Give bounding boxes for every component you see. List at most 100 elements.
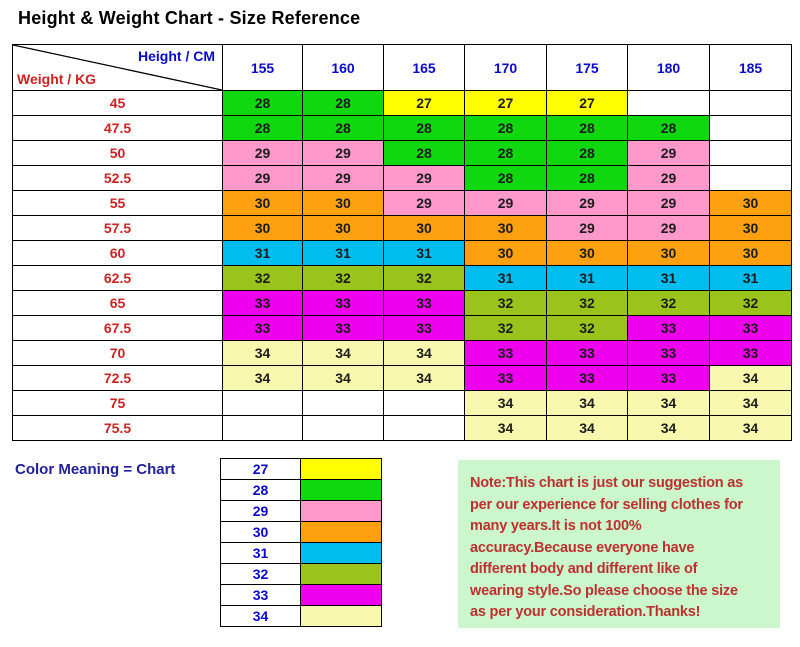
size-cell: 32 bbox=[223, 266, 303, 291]
size-cell: 32 bbox=[710, 291, 792, 316]
weight-label-65: 65 bbox=[13, 291, 223, 316]
size-cell: 33 bbox=[628, 341, 710, 366]
size-cell: 29 bbox=[628, 166, 710, 191]
size-cell: 27 bbox=[465, 91, 547, 116]
size-cell: 33 bbox=[303, 316, 384, 341]
note-line: wearing style.So please choose the size bbox=[470, 582, 738, 599]
size-cell: 28 bbox=[465, 141, 547, 166]
size-cell: 28 bbox=[547, 166, 628, 191]
size-cell: 34 bbox=[303, 341, 384, 366]
size-cell: 30 bbox=[303, 191, 384, 216]
size-cell: 34 bbox=[465, 416, 547, 441]
size-cell: 34 bbox=[628, 391, 710, 416]
height-header-175: 175 bbox=[547, 45, 628, 91]
size-cell-empty bbox=[628, 91, 710, 116]
legend-size-label-30: 30 bbox=[221, 522, 301, 543]
size-cell: 33 bbox=[628, 366, 710, 391]
legend-table: 27 28 29 30 31 32 33 34 bbox=[220, 458, 382, 627]
size-cell: 34 bbox=[547, 391, 628, 416]
weight-label-52.5: 52.5 bbox=[13, 166, 223, 191]
size-cell: 27 bbox=[384, 91, 465, 116]
weight-label-72.5: 72.5 bbox=[13, 366, 223, 391]
note-line: accuracy.Because everyone have bbox=[470, 539, 695, 556]
legend-size-label-28: 28 bbox=[221, 480, 301, 501]
size-cell: 29 bbox=[303, 141, 384, 166]
height-header-170: 170 bbox=[465, 45, 547, 91]
size-cell: 33 bbox=[547, 341, 628, 366]
size-cell: 33 bbox=[547, 366, 628, 391]
size-cell: 29 bbox=[547, 191, 628, 216]
weight-label-67.5: 67.5 bbox=[13, 316, 223, 341]
legend-color-swatch-cyan bbox=[301, 543, 382, 564]
size-cell: 30 bbox=[303, 216, 384, 241]
size-cell: 34 bbox=[384, 366, 465, 391]
size-cell: 28 bbox=[465, 166, 547, 191]
size-cell: 33 bbox=[223, 291, 303, 316]
height-cm-header: Height / CM bbox=[138, 48, 215, 64]
note-line: Note:This chart is just our suggestion a… bbox=[470, 475, 743, 491]
size-cell: 34 bbox=[547, 416, 628, 441]
height-header-180: 180 bbox=[628, 45, 710, 91]
height-header-160: 160 bbox=[303, 45, 384, 91]
weight-label-47.5: 47.5 bbox=[13, 116, 223, 141]
size-cell: 32 bbox=[547, 291, 628, 316]
size-cell: 32 bbox=[384, 266, 465, 291]
size-cell-empty bbox=[384, 391, 465, 416]
size-cell-empty bbox=[710, 116, 792, 141]
size-cell: 28 bbox=[303, 91, 384, 116]
size-cell: 31 bbox=[710, 266, 792, 291]
size-cell: 34 bbox=[710, 366, 792, 391]
size-cell: 32 bbox=[303, 266, 384, 291]
legend-color-swatch-green bbox=[301, 480, 382, 501]
size-cell: 29 bbox=[547, 216, 628, 241]
size-cell: 28 bbox=[547, 116, 628, 141]
size-cell: 28 bbox=[223, 116, 303, 141]
size-cell: 34 bbox=[303, 366, 384, 391]
weight-label-60: 60 bbox=[13, 241, 223, 266]
size-cell-empty bbox=[710, 141, 792, 166]
size-cell: 30 bbox=[547, 241, 628, 266]
weight-label-57.5: 57.5 bbox=[13, 216, 223, 241]
page-title: Height & Weight Chart - Size Reference bbox=[18, 8, 361, 28]
size-cell: 29 bbox=[384, 191, 465, 216]
height-header-165: 165 bbox=[384, 45, 465, 91]
size-cell: 33 bbox=[628, 316, 710, 341]
legend-size-label-31: 31 bbox=[221, 543, 301, 564]
size-cell: 30 bbox=[710, 241, 792, 266]
note-box: Note:This chart is just our suggestion a… bbox=[458, 460, 780, 628]
size-cell: 32 bbox=[465, 316, 547, 341]
weight-label-55: 55 bbox=[13, 191, 223, 216]
size-cell: 34 bbox=[710, 391, 792, 416]
size-cell-empty bbox=[303, 391, 384, 416]
size-cell: 33 bbox=[384, 316, 465, 341]
height-header-155: 155 bbox=[223, 45, 303, 91]
size-cell-empty bbox=[303, 416, 384, 441]
size-cell: 30 bbox=[465, 216, 547, 241]
size-cell-empty bbox=[384, 416, 465, 441]
size-cell: 32 bbox=[465, 291, 547, 316]
height-header-185: 185 bbox=[710, 45, 792, 91]
weight-label-50: 50 bbox=[13, 141, 223, 166]
size-cell: 34 bbox=[223, 341, 303, 366]
size-cell-empty bbox=[710, 166, 792, 191]
legend-color-swatch-magenta bbox=[301, 585, 382, 606]
size-cell: 30 bbox=[223, 191, 303, 216]
weight-label-45: 45 bbox=[13, 91, 223, 116]
size-cell: 33 bbox=[303, 291, 384, 316]
size-cell: 29 bbox=[384, 166, 465, 191]
size-cell: 28 bbox=[465, 116, 547, 141]
size-cell: 33 bbox=[710, 341, 792, 366]
weight-label-75.5: 75.5 bbox=[13, 416, 223, 441]
size-cell: 33 bbox=[465, 341, 547, 366]
note-line: per our experience for selling clothes f… bbox=[470, 496, 743, 513]
legend-color-swatch-yellow bbox=[301, 459, 382, 480]
size-cell: 34 bbox=[223, 366, 303, 391]
size-cell: 34 bbox=[628, 416, 710, 441]
size-cell: 30 bbox=[465, 241, 547, 266]
size-cell: 29 bbox=[628, 216, 710, 241]
size-cell: 31 bbox=[223, 241, 303, 266]
size-cell-empty bbox=[223, 391, 303, 416]
size-cell-empty bbox=[710, 91, 792, 116]
size-cell: 31 bbox=[384, 241, 465, 266]
size-cell: 28 bbox=[384, 116, 465, 141]
